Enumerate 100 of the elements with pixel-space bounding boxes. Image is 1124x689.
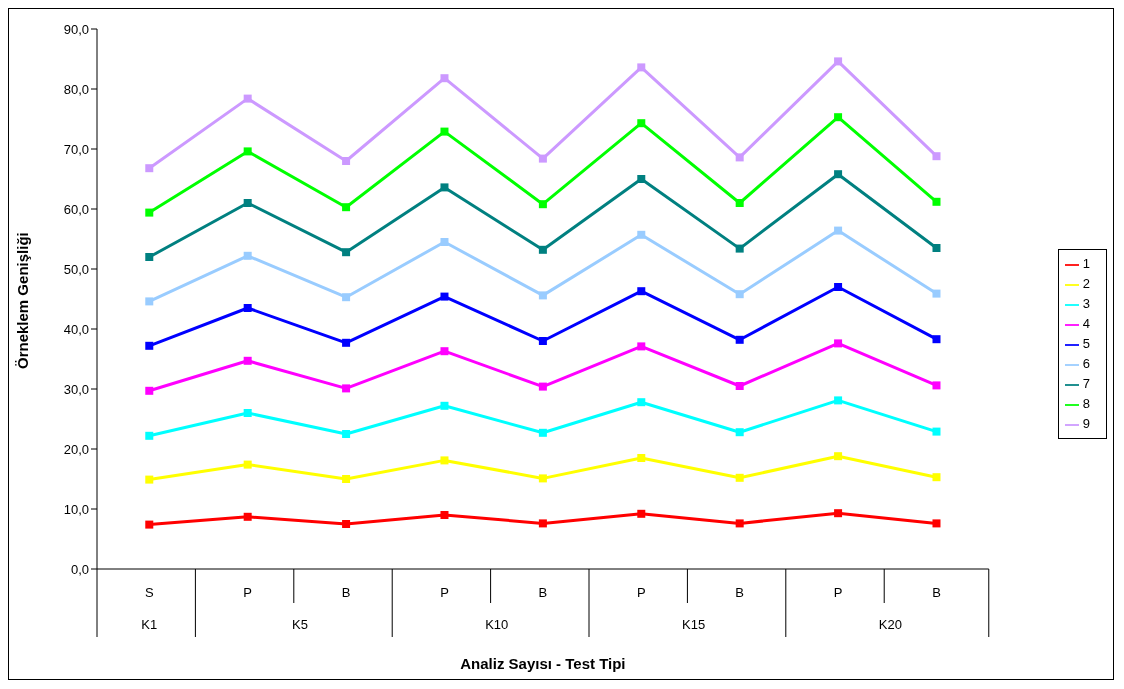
point [342, 203, 351, 212]
legend-label: 6 [1082, 356, 1090, 371]
point [834, 170, 843, 179]
point [538, 474, 547, 483]
point [637, 230, 646, 239]
point [243, 460, 252, 469]
y-tick-label: 70,0 [63, 141, 89, 157]
point [145, 431, 154, 440]
legend-label: 1 [1082, 256, 1090, 271]
x-tick-label: B [341, 585, 351, 600]
point [538, 154, 547, 163]
point [538, 337, 547, 345]
point [243, 409, 252, 417]
x-tick-label: P [440, 585, 449, 600]
point [145, 520, 154, 529]
point [243, 356, 252, 365]
point [145, 386, 154, 395]
legend-label: 5 [1082, 336, 1090, 351]
point [538, 291, 547, 300]
point [243, 251, 252, 260]
point [735, 153, 744, 162]
point [834, 509, 843, 518]
point [243, 94, 252, 103]
y-tick-label: 80,0 [63, 81, 89, 97]
point [735, 199, 744, 207]
y-tick-label: 30,0 [63, 381, 89, 397]
y-tick-label: 10,0 [63, 501, 89, 517]
text: K10 [485, 617, 509, 632]
point [145, 341, 154, 350]
y-tick-label: 20,0 [63, 441, 89, 457]
point [243, 304, 252, 312]
point [342, 520, 351, 528]
point [342, 475, 351, 483]
point [538, 428, 547, 437]
point [637, 119, 646, 128]
point [735, 335, 744, 344]
point [440, 183, 449, 192]
legend-label: 3 [1082, 296, 1090, 311]
point [538, 200, 547, 209]
x-tick-label: B [735, 585, 745, 600]
point [932, 197, 941, 206]
point [932, 381, 941, 390]
y-tick-label: 40,0 [63, 321, 89, 337]
point [145, 297, 154, 306]
y-tick-label: 90,0 [63, 21, 89, 37]
text: K20 [878, 617, 902, 632]
point [145, 164, 154, 173]
point [834, 113, 843, 122]
point [932, 427, 941, 436]
point [145, 253, 154, 261]
point [440, 74, 449, 83]
point [342, 430, 351, 438]
point [735, 382, 744, 390]
x-tick-label: P [636, 585, 646, 600]
point [637, 287, 646, 296]
point [735, 290, 744, 299]
point [735, 519, 744, 528]
point [735, 428, 744, 437]
x-tick-label: B [538, 585, 548, 600]
point [637, 454, 646, 462]
point [637, 509, 646, 518]
point [932, 244, 941, 252]
point [342, 384, 351, 393]
point [834, 283, 843, 291]
legend-label: 4 [1082, 316, 1090, 331]
point [440, 347, 449, 356]
point [440, 511, 449, 519]
point [342, 248, 351, 257]
point [243, 147, 252, 156]
legend-label: 8 [1082, 396, 1090, 411]
point [538, 382, 547, 391]
point [637, 63, 646, 72]
point [932, 473, 941, 482]
text: K15 [681, 617, 706, 632]
point [440, 238, 449, 246]
text: K5 [292, 617, 308, 632]
point [243, 199, 252, 207]
text: K1 [141, 617, 158, 632]
legend-label: 9 [1082, 416, 1090, 431]
point [932, 335, 941, 344]
point [637, 342, 646, 351]
point [932, 289, 941, 298]
point [145, 208, 154, 217]
point [342, 157, 351, 165]
point [637, 398, 646, 407]
point [145, 475, 154, 484]
point [735, 473, 744, 482]
x-tick-label: B [932, 585, 941, 600]
x-tick-label: P [243, 585, 253, 600]
y-tick-label: 60,0 [63, 201, 89, 217]
point [440, 127, 449, 136]
point [834, 339, 843, 348]
point [342, 338, 351, 347]
point [538, 245, 547, 254]
point [834, 452, 843, 461]
point [440, 456, 449, 465]
point [440, 401, 449, 410]
legend-label: 2 [1082, 276, 1090, 291]
x-tick-label: S [144, 585, 154, 600]
x-tick-label: P [833, 585, 843, 600]
